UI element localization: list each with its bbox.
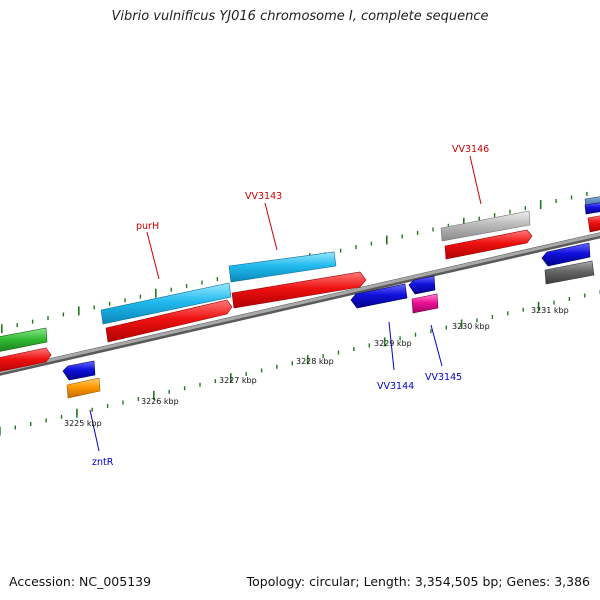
- cds-arrow[interactable]: [444, 229, 533, 260]
- leader-line: [469, 155, 482, 205]
- blast-hit-dark-gray[interactable]: [544, 260, 595, 285]
- kbp-label: 3229 kbp: [374, 339, 412, 348]
- kbp-label: 3230 kbp: [452, 322, 490, 331]
- blast-hit-cyan[interactable]: [100, 282, 232, 325]
- leader-line: [264, 202, 278, 251]
- kbp-label: 3228 kbp: [296, 357, 334, 366]
- gene-label-vv3143[interactable]: VV3143: [245, 191, 282, 202]
- sequence-backbone-highlight: [0, 232, 600, 374]
- gene-labels: purH VV3143 VV3146 zntR VV3144 VV3145: [92, 144, 489, 468]
- leader-line: [388, 321, 395, 371]
- lower-tick-track: [0, 289, 600, 436]
- leader-line: [146, 231, 160, 280]
- kbp-labels: 3225 kbp 3226 kbp 3227 kbp 3228 kbp 3229…: [64, 306, 569, 428]
- gene-label-zntR[interactable]: zntR: [92, 457, 114, 468]
- kbp-label: 3225 kbp: [64, 419, 102, 428]
- blast-hit-orange[interactable]: [66, 377, 101, 399]
- kbp-label: 3231 kbp: [531, 306, 569, 315]
- cds-arrow-reverse[interactable]: [541, 242, 591, 267]
- gene-label-purH[interactable]: purH: [136, 221, 159, 232]
- forward-cds-track: [0, 215, 600, 373]
- kbp-label: 3227 kbp: [219, 376, 257, 385]
- accession-text: Accession: NC_005139: [9, 574, 152, 589]
- blast-hit-gray[interactable]: [440, 210, 531, 242]
- blast-hit-magenta[interactable]: [411, 293, 439, 314]
- leader-line: [89, 409, 100, 452]
- reverse-cds-track: [62, 242, 595, 399]
- cds-arrow[interactable]: [231, 271, 367, 309]
- cds-arrow[interactable]: [105, 299, 233, 343]
- cds-arrow-reverse[interactable]: [350, 283, 408, 309]
- cds-arrow[interactable]: [587, 215, 600, 233]
- kbp-label: 3226 kbp: [141, 397, 179, 406]
- page-title: Vibrio vulnificus YJ016 chromosome I, co…: [111, 9, 489, 24]
- blast-hit-blue[interactable]: [584, 202, 600, 215]
- blast-hit-green[interactable]: [0, 327, 48, 353]
- upper-feature-track: [0, 196, 600, 353]
- blast-hit-cyan[interactable]: [228, 251, 337, 283]
- gene-label-vv3144[interactable]: VV3144: [377, 381, 414, 392]
- leader-line: [430, 324, 443, 367]
- gene-label-vv3146[interactable]: VV3146: [452, 144, 489, 155]
- cds-arrow-reverse[interactable]: [408, 275, 436, 295]
- cds-arrow-reverse[interactable]: [62, 360, 96, 381]
- label-leaders: [89, 155, 482, 452]
- cds-arrow[interactable]: [0, 347, 52, 373]
- topology-text: Topology: circular; Length: 3,354,505 bp…: [246, 574, 590, 589]
- gene-label-vv3145[interactable]: VV3145: [425, 372, 462, 383]
